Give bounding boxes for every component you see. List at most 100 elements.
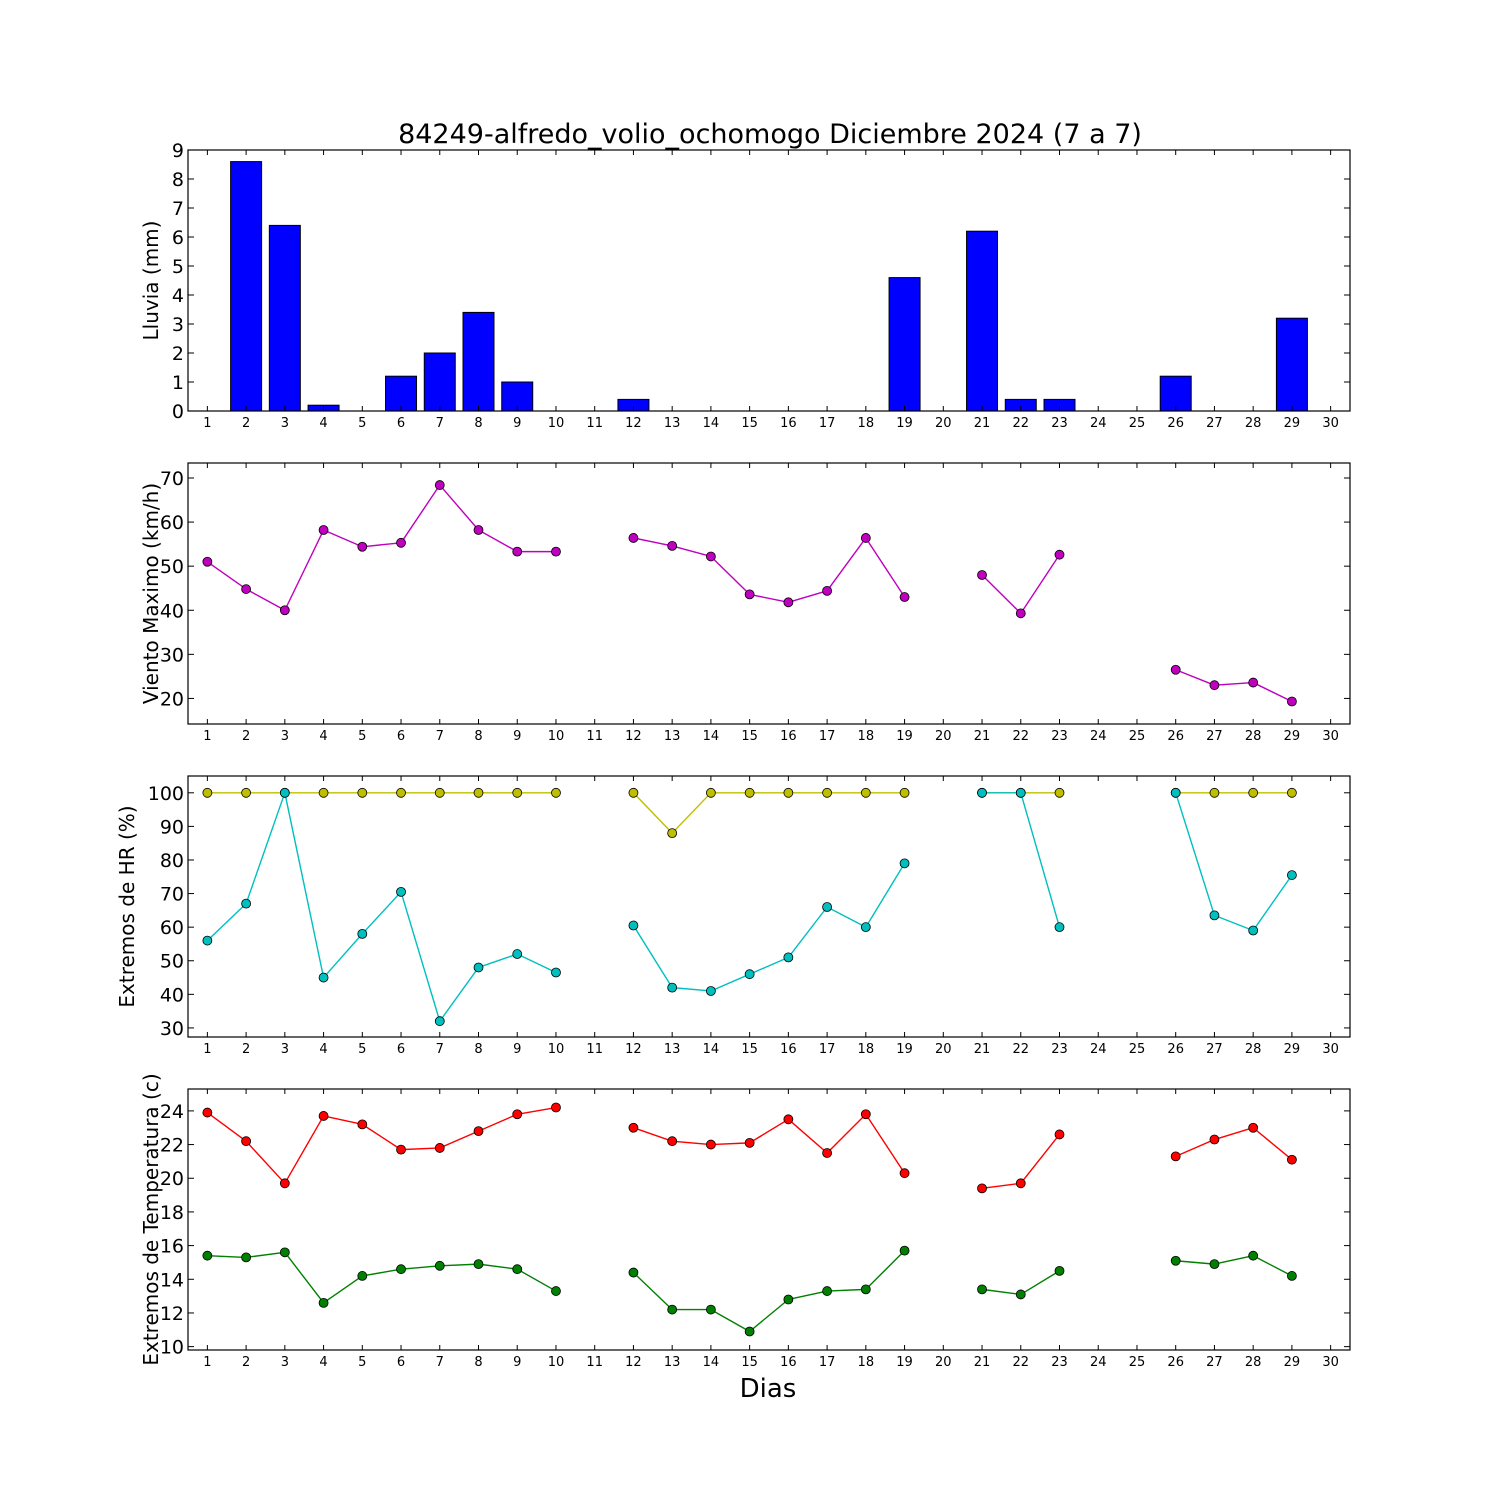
wind-series-1-segment [362, 542, 402, 548]
humidity-series-1-point-day-10 [551, 787, 561, 798]
wind-x-tick-label: 27 [1206, 729, 1223, 744]
wind-series-1-point-day-19 [899, 592, 910, 602]
humidity-x-tick-label: 13 [664, 1042, 681, 1057]
wind-x-tick-label: 7 [436, 729, 444, 744]
rain-bar-day-19 [888, 277, 921, 412]
humidity-series-2-segment [400, 891, 441, 1022]
wind-series-1-point-day-18 [860, 533, 871, 543]
humidity-x-tick-label: 30 [1322, 1042, 1339, 1057]
temperature-series-1-point-day-15 [744, 1137, 755, 1148]
temperature-y-tick-label: 16 [160, 1236, 184, 1258]
humidity-series-1-point-day-16 [783, 787, 794, 798]
wind-x-tick-label: 12 [625, 729, 642, 744]
humidity-series-1-point-day-9 [512, 787, 523, 798]
humidity-series-1-segment [632, 792, 673, 834]
wind-series-1-segment [788, 590, 828, 603]
wind-y-axis-label: Viento Maximo (km/h) [139, 483, 163, 704]
humidity-x-tick-label: 23 [1051, 1042, 1068, 1057]
wind-series-1-segment [206, 561, 247, 590]
wind-series-1-segment [1252, 681, 1293, 703]
rain-bar-day-6 [385, 375, 418, 412]
humidity-x-tick-label: 19 [896, 1042, 913, 1057]
wind-x-tick-label: 15 [741, 729, 758, 744]
wind-series-1-point-day-5 [357, 541, 368, 552]
temperature-series-1-segment [206, 1112, 247, 1142]
chart-title: 84249-alfredo_volio_ochomogo Diciembre 2… [398, 119, 1142, 150]
rain-x-tick-label: 10 [548, 416, 565, 431]
wind-x-tick-label: 2 [242, 729, 250, 744]
rain-y-tick-label: 1 [172, 372, 184, 394]
wind-x-tick-label: 5 [358, 729, 366, 744]
humidity-x-tick-label: 8 [474, 1042, 482, 1057]
temperature-series-2-point-day-29 [1287, 1271, 1297, 1281]
temperature-series-1-point-day-17 [822, 1148, 832, 1158]
x-axis-label: Dias [740, 1374, 797, 1404]
temperature-series-1-point-day-21 [977, 1183, 987, 1194]
humidity-series-2-segment [826, 906, 867, 928]
humidity-series-2-point-day-4 [318, 972, 329, 983]
temperature-series-1-segment [633, 1127, 673, 1142]
temperature-x-tick-label: 8 [474, 1355, 482, 1370]
temperature-y-tick-label: 10 [160, 1337, 184, 1359]
temperature-series-1-segment [439, 1130, 479, 1149]
temperature-x-tick-label: 6 [397, 1355, 405, 1370]
wind-x-tick-label: 1 [203, 729, 211, 744]
temperature-series-2-point-day-22 [1015, 1289, 1026, 1300]
temperature-series-2-segment [1214, 1255, 1254, 1265]
temperature-series-1-segment [1252, 1127, 1293, 1161]
temperature-series-2-point-day-1 [202, 1250, 213, 1261]
humidity-series-2-point-day-9 [512, 949, 523, 959]
rain-x-tick-label: 25 [1129, 416, 1146, 431]
humidity-x-tick-label: 16 [780, 1042, 797, 1057]
temperature-series-1-segment [284, 1115, 325, 1184]
rain-x-tick-label: 5 [358, 416, 366, 431]
wind-series-1-segment [826, 537, 867, 592]
rain-bar-day-7 [423, 352, 456, 412]
temperature-series-2-point-day-7 [434, 1260, 445, 1271]
temperature-series-1-point-day-27 [1209, 1134, 1220, 1145]
rain-x-tick-label: 8 [474, 416, 482, 431]
humidity-x-tick-label: 24 [1090, 1042, 1107, 1057]
wind-x-tick-label: 30 [1322, 729, 1339, 744]
temperature-series-2-segment [323, 1275, 363, 1304]
humidity-series-2-segment [1214, 914, 1254, 932]
rain-bar-day-26 [1159, 375, 1192, 412]
temperature-x-tick-label: 14 [703, 1355, 720, 1370]
wind-series-1-segment [633, 537, 673, 547]
wind-series-1-point-day-17 [822, 585, 832, 596]
wind-series-1-point-day-28 [1248, 677, 1259, 688]
temperature-series-1-segment [865, 1113, 906, 1174]
temperature-y-tick-label: 18 [160, 1202, 184, 1224]
temperature-series-1-segment [245, 1140, 286, 1184]
temperature-x-tick-label: 2 [242, 1355, 250, 1370]
humidity-x-tick-label: 28 [1245, 1042, 1262, 1057]
temperature-series-2 [202, 1245, 1297, 1337]
humidity-series-2-point-day-19 [899, 858, 910, 869]
rain-y-tick-label: 3 [172, 314, 184, 336]
humidity-series-1-point-day-6 [396, 787, 406, 798]
humidity-x-tick-label: 14 [703, 1042, 720, 1057]
humidity-x-tick-label: 6 [397, 1042, 405, 1057]
temperature-x-tick-label: 22 [1012, 1355, 1029, 1370]
temperature-series-2-segment [246, 1251, 285, 1259]
humidity-x-tick-label: 29 [1284, 1042, 1301, 1057]
humidity-series-2-segment [632, 925, 673, 988]
humidity-series-1-point-day-28 [1248, 787, 1259, 798]
humidity-y-tick-label: 70 [160, 884, 184, 906]
humidity-y-tick-label: 50 [160, 951, 184, 973]
temperature-series-1-segment [826, 1113, 867, 1154]
wind-series-1-point-day-2 [241, 584, 252, 594]
temperature-x-tick-label: 29 [1284, 1355, 1301, 1370]
wind-x-tick-label: 28 [1245, 729, 1262, 744]
rain-x-tick-label: 18 [858, 416, 875, 431]
temperature-series-2-point-day-14 [706, 1304, 716, 1315]
humidity-series-1-point-day-23 [1054, 787, 1065, 798]
humidity-series-2-segment [323, 933, 363, 979]
temperature-x-tick-label: 12 [625, 1355, 642, 1370]
rain-x-tick-label: 14 [703, 416, 720, 431]
temperature-series-2-point-day-3 [279, 1247, 290, 1258]
temperature-series-1-point-day-16 [783, 1114, 794, 1125]
wind-x-tick-label: 23 [1051, 729, 1068, 744]
humidity-x-tick-label: 21 [974, 1042, 991, 1057]
temperature-series-1-segment [1020, 1134, 1061, 1184]
